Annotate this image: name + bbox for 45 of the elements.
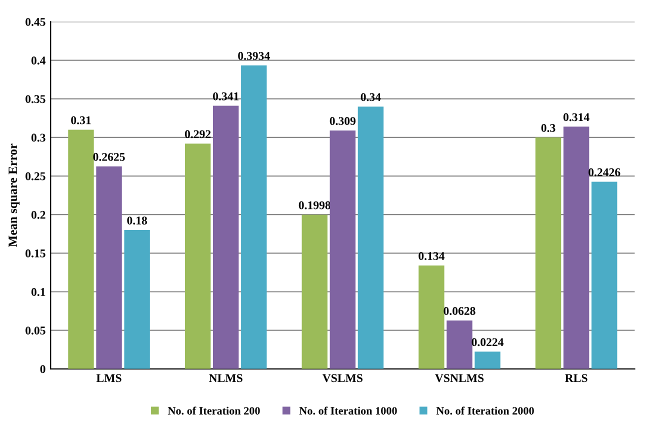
data-label: 0.18 (127, 216, 148, 225)
data-label: 0.31 (71, 116, 91, 124)
x-tick-label: NLMS (209, 374, 242, 382)
y-tick-label: 0.05 (26, 326, 46, 335)
y-tick-label: 0 (40, 365, 46, 374)
data-label: 0.1998 (298, 201, 330, 210)
y-tick-label: 0.35 (26, 95, 46, 104)
data-label: 0.309 (330, 117, 356, 126)
data-label: 0.3934 (238, 52, 270, 60)
data-label: 0.134 (418, 252, 445, 260)
bar (418, 266, 444, 369)
y-tick-label: 0.4 (31, 56, 46, 65)
data-label: 0.341 (213, 92, 239, 100)
bar (535, 137, 562, 369)
y-tick-label: 0.25 (26, 172, 46, 180)
y-tick-label: 0.45 (26, 18, 46, 26)
y-axis-title: Mean square Error (8, 144, 20, 247)
data-label: 0.34 (360, 93, 381, 102)
bar (592, 182, 618, 369)
bar (241, 65, 267, 369)
bar (68, 130, 94, 369)
bar (96, 166, 122, 369)
bar (358, 106, 384, 369)
x-tick-label: VSNLMS (435, 374, 484, 382)
bar (184, 144, 211, 369)
data-label: 0.292 (184, 130, 211, 138)
y-tick-label: 0.1 (31, 288, 46, 296)
data-label: 0.314 (563, 113, 590, 122)
bar (330, 130, 356, 369)
x-tick-label: RLS (565, 374, 588, 382)
bar (124, 230, 150, 369)
bar (213, 106, 239, 369)
data-label: 0.3 (541, 124, 556, 132)
legend-label: No. of Iteration 200 (168, 406, 260, 415)
bar (474, 352, 500, 369)
y-tick-label: 0.2 (31, 210, 46, 219)
bar (302, 214, 328, 369)
y-tick-label: 0.15 (26, 249, 46, 258)
bar (563, 126, 590, 369)
legend-label: No. of Iteration 2000 (436, 406, 534, 415)
x-tick-label: VSLMS (322, 374, 363, 382)
bar (446, 320, 472, 369)
x-tick-label: LMS (96, 374, 122, 382)
legend-label: No. of Iteration 1000 (299, 406, 397, 415)
y-tick-label: 0.3 (31, 134, 46, 142)
